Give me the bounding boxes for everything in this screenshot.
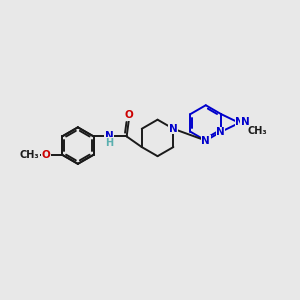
Text: N: N: [235, 117, 244, 127]
Text: N: N: [105, 131, 113, 142]
Text: CH₃: CH₃: [248, 126, 267, 136]
Text: H: H: [105, 138, 113, 148]
Text: N: N: [169, 124, 178, 134]
Text: N: N: [241, 117, 249, 127]
Text: O: O: [124, 110, 134, 120]
Text: N: N: [201, 136, 210, 146]
Text: CH₃: CH₃: [20, 150, 40, 160]
Text: N: N: [216, 127, 225, 137]
Text: O: O: [41, 150, 50, 160]
